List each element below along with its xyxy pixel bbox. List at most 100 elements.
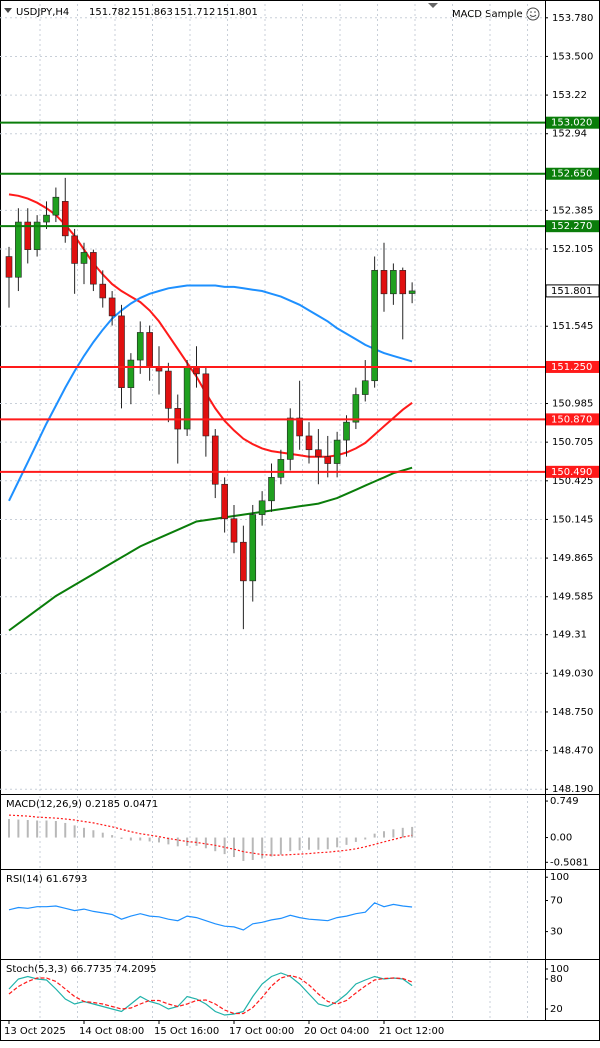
level-label: 152.650 bbox=[551, 169, 592, 180]
candle-body bbox=[361, 380, 369, 395]
level-label: 150.870 bbox=[551, 414, 592, 425]
x-tick-label: 21 Oct 12:00 bbox=[379, 1026, 444, 1037]
y-tick-label: 0.749 bbox=[550, 796, 579, 807]
candle-body bbox=[118, 315, 125, 388]
candle-body bbox=[136, 332, 144, 361]
y-tick-label: 151.545 bbox=[552, 321, 593, 332]
indicator-line bbox=[8, 902, 413, 931]
y-tick-label: 148.750 bbox=[552, 707, 593, 718]
candle-body bbox=[296, 417, 303, 437]
candle-body bbox=[80, 252, 88, 264]
y-tick-label: 153.22 bbox=[552, 90, 587, 101]
indicator-title: RSI(14) 61.6793 bbox=[6, 874, 87, 885]
candle-body bbox=[343, 421, 350, 441]
y-tick-label: 100 bbox=[550, 872, 569, 883]
last-price-label: 151.801 bbox=[551, 286, 592, 297]
ohlc-value: 151.712 bbox=[174, 7, 215, 18]
y-tick-label: 149.030 bbox=[552, 668, 593, 679]
y-tick-label: 20 bbox=[550, 1004, 563, 1015]
candle-body bbox=[399, 270, 407, 295]
candle-body bbox=[24, 221, 32, 250]
y-tick-label: 0.00 bbox=[550, 833, 572, 844]
title-arrow bbox=[4, 8, 12, 13]
level-box bbox=[546, 413, 599, 426]
candle-body bbox=[146, 332, 153, 368]
moving-average bbox=[8, 284, 413, 502]
candle-body bbox=[380, 270, 388, 295]
candle-body bbox=[221, 483, 228, 520]
candle-body bbox=[202, 373, 210, 437]
candle-body bbox=[286, 417, 294, 460]
y-tick-label: 149.31 bbox=[552, 630, 587, 641]
expert-label: MACD Sample bbox=[452, 9, 523, 20]
level-box bbox=[546, 465, 599, 478]
indicator-line bbox=[8, 814, 413, 856]
candle-body bbox=[333, 439, 341, 464]
candle-body bbox=[90, 252, 97, 285]
y-tick-label: 149.585 bbox=[552, 592, 593, 603]
candle-body bbox=[240, 541, 247, 582]
y-tick-label: 152.94 bbox=[552, 129, 587, 140]
level-label: 151.250 bbox=[551, 362, 592, 373]
candle-body bbox=[211, 435, 219, 485]
indicator-line bbox=[8, 974, 413, 1015]
y-tick-label: -0.5081 bbox=[550, 857, 589, 868]
x-tick-label: 20 Oct 04:00 bbox=[304, 1026, 369, 1037]
y-tick-label: 149.865 bbox=[552, 553, 593, 564]
candle-body bbox=[390, 270, 397, 295]
y-tick-label: 152.385 bbox=[552, 205, 593, 216]
level-box bbox=[546, 116, 599, 129]
candle-body bbox=[315, 449, 322, 457]
indicator-title: Stoch(5,3,3) 66.7735 74.2095 bbox=[6, 964, 157, 975]
level-box bbox=[546, 220, 599, 233]
candle-body bbox=[99, 283, 107, 299]
ohlc-value: 151.863 bbox=[132, 7, 173, 18]
y-tick-label: 153.780 bbox=[552, 13, 593, 24]
smiley-eye bbox=[530, 11, 532, 13]
y-tick-label: 70 bbox=[550, 896, 563, 907]
candle-body bbox=[371, 270, 378, 382]
candle-body bbox=[127, 359, 135, 388]
candle-body bbox=[249, 514, 257, 582]
candle-body bbox=[305, 435, 313, 451]
indicator-title: MACD(12,26,9) 0.2185 0.0471 bbox=[6, 799, 158, 810]
y-tick-label: 148.470 bbox=[552, 746, 593, 757]
candle-body bbox=[52, 196, 60, 216]
candle-body bbox=[5, 256, 13, 278]
x-tick-label: 13 Oct 2025 bbox=[4, 1026, 66, 1037]
last-price-box bbox=[545, 284, 600, 298]
smiley-eye bbox=[534, 11, 536, 13]
indicator-line bbox=[8, 972, 413, 1016]
x-tick-label: 15 Oct 16:00 bbox=[154, 1026, 219, 1037]
candle-body bbox=[230, 518, 238, 543]
x-tick-label: 14 Oct 08:00 bbox=[79, 1026, 144, 1037]
chart-title: USDJPY,H4 bbox=[16, 7, 69, 18]
x-tick-label: 17 Oct 00:00 bbox=[229, 1026, 294, 1037]
level-label: 152.270 bbox=[551, 221, 592, 232]
ohlc-value: 151.782 bbox=[89, 7, 130, 18]
candle-body bbox=[277, 459, 285, 478]
candle-body bbox=[43, 214, 50, 223]
ohlc-value: 151.801 bbox=[217, 7, 258, 18]
candle-body bbox=[108, 297, 116, 317]
candle-body bbox=[258, 500, 266, 515]
candle-body bbox=[33, 221, 41, 250]
y-tick-label: 150.985 bbox=[552, 399, 593, 410]
y-tick-label: 148.190 bbox=[552, 784, 593, 795]
level-label: 150.490 bbox=[551, 467, 592, 478]
candle-body bbox=[268, 477, 275, 502]
candle-body bbox=[408, 290, 416, 294]
y-tick-label: 152.105 bbox=[552, 244, 593, 255]
y-tick-label: 150.145 bbox=[552, 514, 593, 525]
candle-body bbox=[193, 366, 200, 375]
y-tick-label: 80 bbox=[550, 974, 563, 985]
candle-body bbox=[324, 456, 332, 464]
y-tick-label: 30 bbox=[550, 927, 563, 938]
y-tick-label: 100 bbox=[550, 964, 569, 975]
menu-triangle bbox=[428, 3, 438, 8]
moving-average bbox=[8, 466, 413, 632]
candle-body bbox=[15, 221, 22, 278]
level-box bbox=[546, 360, 599, 373]
